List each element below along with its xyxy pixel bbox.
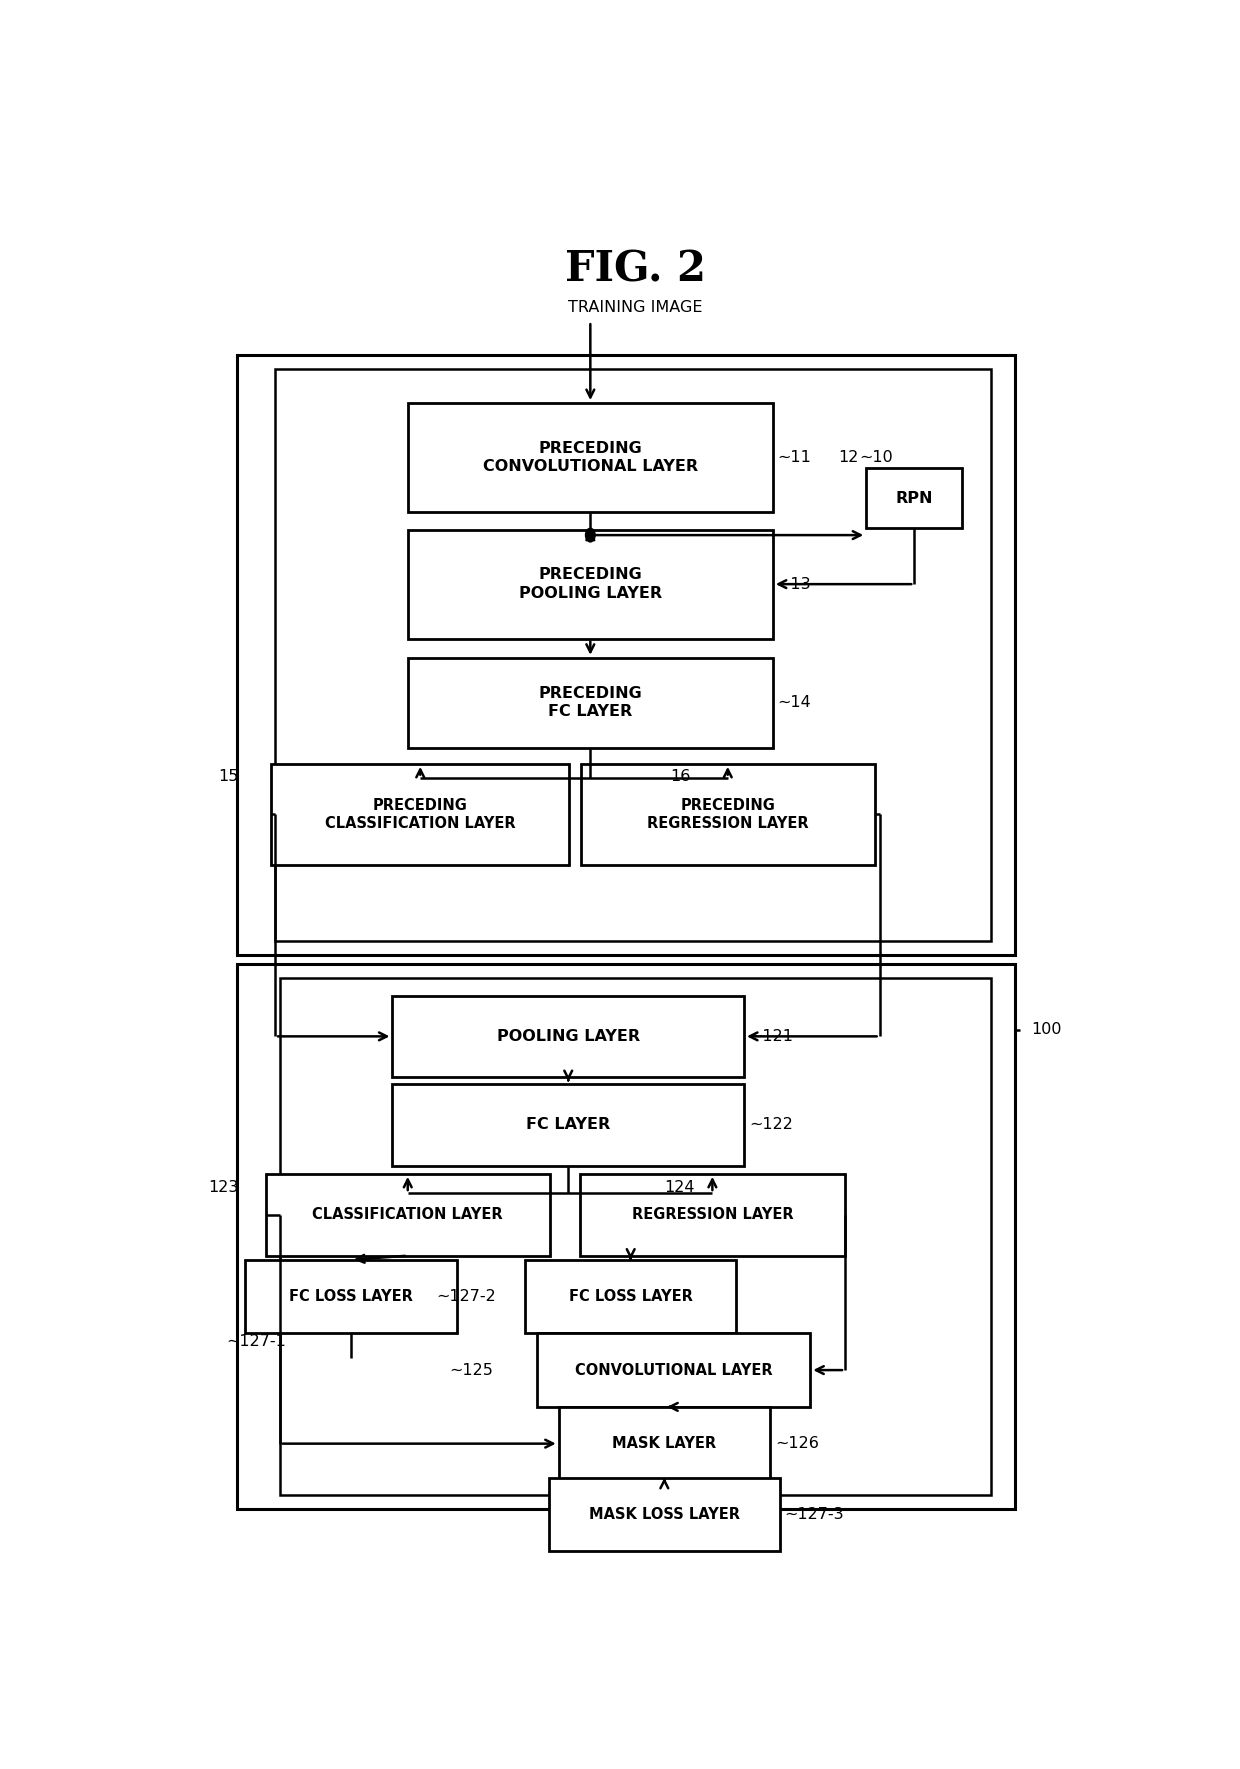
Text: 15: 15	[218, 770, 239, 784]
Bar	[237, 964, 1016, 1509]
Bar	[525, 1260, 737, 1334]
Text: 12: 12	[838, 449, 858, 465]
Bar	[549, 1477, 780, 1551]
Bar	[392, 996, 744, 1077]
Text: TRAINING IMAGE: TRAINING IMAGE	[568, 301, 703, 315]
Text: 123: 123	[208, 1180, 238, 1196]
Text: PRECEDING
POOLING LAYER: PRECEDING POOLING LAYER	[518, 568, 662, 601]
Text: ∼10: ∼10	[859, 449, 893, 465]
Text: ∼121: ∼121	[749, 1030, 792, 1044]
Bar	[237, 356, 1016, 955]
Text: RPN: RPN	[895, 490, 932, 506]
Bar	[392, 1084, 744, 1166]
Text: PRECEDING
FC LAYER: PRECEDING FC LAYER	[538, 686, 642, 720]
Bar	[537, 1334, 811, 1406]
Text: PRECEDING
CLASSIFICATION LAYER: PRECEDING CLASSIFICATION LAYER	[325, 798, 516, 831]
Bar	[866, 469, 962, 529]
Bar	[265, 1175, 551, 1256]
Bar	[408, 403, 773, 511]
Text: ∼13: ∼13	[777, 577, 811, 591]
Text: ∼122: ∼122	[749, 1118, 792, 1132]
Text: CLASSIFICATION LAYER: CLASSIFICATION LAYER	[312, 1206, 503, 1222]
Text: 124: 124	[665, 1180, 694, 1196]
Bar	[246, 1260, 456, 1334]
Text: FC LOSS LAYER: FC LOSS LAYER	[569, 1290, 693, 1304]
Text: PRECEDING
REGRESSION LAYER: PRECEDING REGRESSION LAYER	[647, 798, 808, 831]
Bar	[408, 658, 773, 748]
Bar	[280, 978, 991, 1495]
Text: ∼127-3: ∼127-3	[785, 1507, 844, 1521]
Bar	[580, 1175, 844, 1256]
Text: 100: 100	[1032, 1022, 1061, 1037]
Bar	[275, 370, 991, 941]
Text: ∼125: ∼125	[449, 1362, 494, 1378]
Text: FIG. 2: FIG. 2	[565, 248, 706, 290]
Bar	[272, 764, 569, 865]
Text: MASK LOSS LAYER: MASK LOSS LAYER	[589, 1507, 740, 1521]
Text: MASK LAYER: MASK LAYER	[613, 1436, 717, 1451]
Text: ∼126: ∼126	[775, 1436, 818, 1451]
Text: ∼11: ∼11	[777, 449, 812, 465]
Text: REGRESSION LAYER: REGRESSION LAYER	[631, 1206, 794, 1222]
Text: POOLING LAYER: POOLING LAYER	[497, 1030, 640, 1044]
Text: ∼14: ∼14	[777, 695, 811, 709]
Bar	[408, 529, 773, 639]
Text: PRECEDING
CONVOLUTIONAL LAYER: PRECEDING CONVOLUTIONAL LAYER	[482, 440, 698, 474]
Text: CONVOLUTIONAL LAYER: CONVOLUTIONAL LAYER	[575, 1362, 773, 1378]
Bar	[580, 764, 874, 865]
Text: ∼127-2: ∼127-2	[436, 1290, 496, 1304]
Text: ∼127-1: ∼127-1	[226, 1334, 286, 1350]
Text: 16: 16	[670, 770, 691, 784]
Bar	[559, 1406, 770, 1481]
Text: FC LAYER: FC LAYER	[526, 1118, 610, 1132]
Text: FC LOSS LAYER: FC LOSS LAYER	[289, 1290, 413, 1304]
Circle shape	[585, 529, 595, 541]
